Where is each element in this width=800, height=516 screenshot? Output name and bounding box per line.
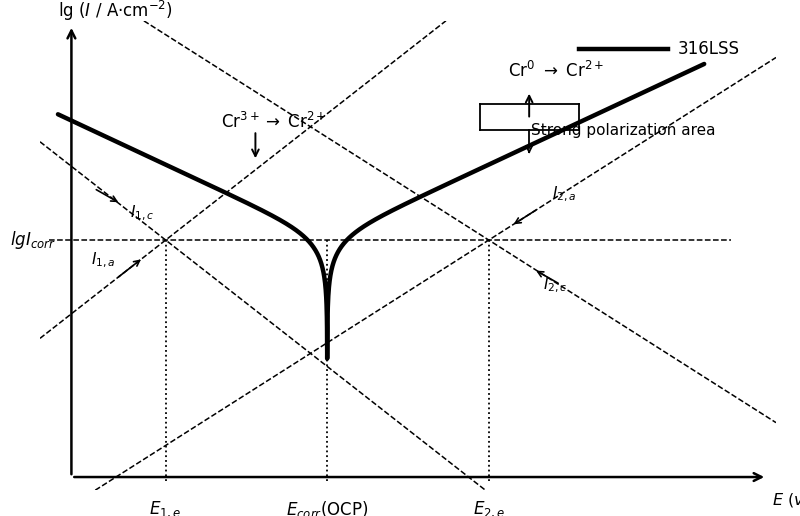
Text: Cr$^{0}$ $\rightarrow$ Cr$^{2+}$: Cr$^{0}$ $\rightarrow$ Cr$^{2+}$ — [508, 61, 604, 81]
Text: $I_{2,c}$: $I_{2,c}$ — [542, 276, 567, 295]
Text: $E$ ($vs$ Ni/NiF$_{2}$) / V: $E$ ($vs$ Ni/NiF$_{2}$) / V — [771, 492, 800, 510]
Text: 316LSS: 316LSS — [678, 40, 739, 58]
Text: $E_{1,e}$: $E_{1,e}$ — [150, 499, 182, 516]
Text: lg$I_{corr}$: lg$I_{corr}$ — [10, 229, 55, 251]
Text: $I_{1,a}$: $I_{1,a}$ — [90, 251, 115, 270]
Text: $I_{2,a}$: $I_{2,a}$ — [552, 185, 576, 204]
Text: $I_{1,c}$: $I_{1,c}$ — [130, 204, 154, 223]
Text: Strong polarization area: Strong polarization area — [531, 123, 716, 138]
Text: $E_{2,e}$: $E_{2,e}$ — [473, 499, 505, 516]
Text: lg ($I$ / A·cm$^{-2}$): lg ($I$ / A·cm$^{-2}$) — [58, 0, 173, 23]
Text: Cr$^{3+}$$\rightarrow$ Cr$^{2+}$: Cr$^{3+}$$\rightarrow$ Cr$^{2+}$ — [221, 111, 326, 132]
Text: $E_{corr}$(OCP): $E_{corr}$(OCP) — [286, 499, 369, 516]
